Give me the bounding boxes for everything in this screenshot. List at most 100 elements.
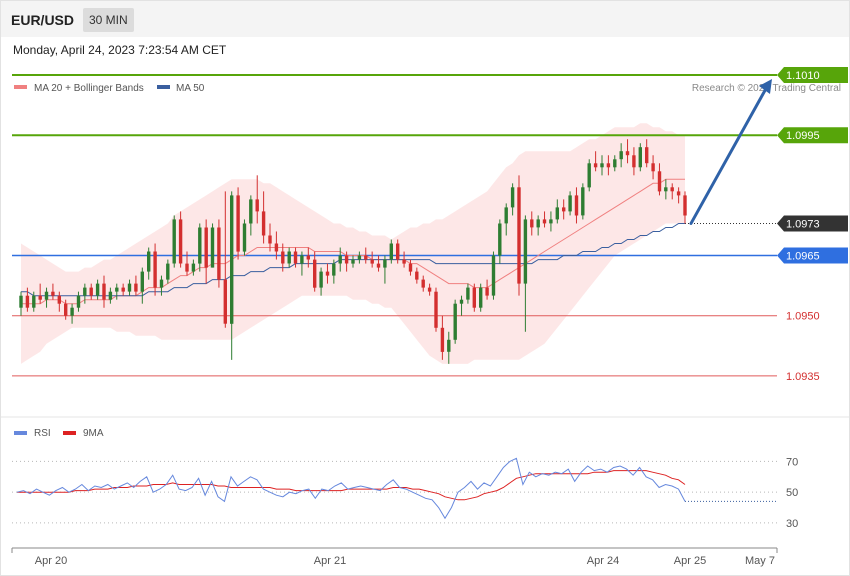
candle-body [338,255,342,264]
candle-body [198,227,202,264]
candle-body [64,303,68,316]
candle-body [57,295,61,304]
candle-body [236,195,240,252]
ma20-legend-swatch [14,85,27,89]
candle-body [638,147,642,168]
level-label-1.0965: 1.0965 [786,251,820,263]
candle-body [536,219,540,228]
candle-body [185,263,189,272]
candle-body [178,219,183,264]
candle-body [108,291,113,300]
rsi-panel: 70 50 30 [12,456,798,530]
x-axis: Apr 20 Apr 21 Apr 24 Apr 25 May 7 [11,547,778,567]
candle-body [172,219,176,264]
candle-body [376,263,381,268]
rsi-ma-legend-swatch [63,431,76,435]
rsi-tick-50: 50 [786,487,798,499]
candle-body [606,163,611,168]
candle-body [651,163,655,172]
candle-body [44,291,49,300]
candle-body [300,255,304,264]
candle-body [555,207,559,220]
candle-body [574,195,579,216]
ma50-legend-label: MA 50 [176,83,205,94]
candle-body [313,259,317,288]
candle-body [396,243,400,260]
candle-body [364,255,368,260]
candle-body [389,243,393,260]
candle-body [51,291,55,296]
candle-body [357,255,362,260]
candle-body [459,299,464,304]
candle-body [600,163,604,168]
candle-body [625,151,630,156]
candle-body [542,219,547,224]
candle-body [427,287,432,292]
candle-body [530,219,534,228]
price-levels [12,74,777,377]
candle-body [261,211,266,236]
candle-body [472,287,476,308]
candle-body [319,271,323,288]
candle-body [351,259,355,264]
candle-body [344,255,349,264]
candle-body [83,287,87,296]
candle-body [70,307,74,316]
candle-body [147,251,151,272]
timeframe-badge[interactable]: 30 MIN [83,8,134,32]
rsi-legend-swatch [14,431,27,435]
candle-body [657,171,662,192]
rsi-legend-label: RSI [34,428,51,439]
candle-body [370,259,374,264]
level-labels: 1.1010 1.0995 1.0973 1.0965 1.0950 1.0935 [777,67,848,383]
candle-body [421,279,425,288]
candlesticks [19,139,687,364]
candle-body [76,295,81,308]
rsi-ma-legend-label: 9MA [83,428,104,439]
candle-body [121,287,125,292]
rsi-tick-70: 70 [786,456,798,468]
projection-arrow [689,79,772,225]
candle-body [217,227,221,280]
candle-body [479,287,483,308]
x-tick-label: Apr 20 [35,555,67,567]
level-label-1.0973: 1.0973 [786,218,820,230]
candle-body [408,263,413,272]
level-tag-1.1010 [777,67,848,84]
ma20-legend-label: MA 20 + Bollinger Bands [34,83,144,94]
candle-body [166,263,170,280]
x-tick-label: Apr 25 [674,555,706,567]
rsi-line [16,457,686,520]
candle-body [517,187,521,284]
candle-body [466,287,470,300]
candle-body [210,227,215,268]
candle-body [593,163,598,168]
candle-body [568,195,572,212]
candle-body [249,199,253,224]
candle-body [115,287,119,292]
candle-body [402,259,406,264]
candle-body [255,199,259,212]
candle-body [453,303,457,340]
level-label-1.1010: 1.1010 [786,70,820,82]
candle-body [683,195,687,216]
chart-header: EUR/USD 30 MIN [1,1,849,37]
candle-body [434,291,438,328]
candle-body [134,283,138,292]
candle-body [102,283,106,300]
candle-body [25,295,30,308]
candle-body [504,207,508,224]
candle-body [523,219,528,284]
candle-body [242,223,247,252]
candle-body [153,251,157,288]
candle-body [223,279,227,324]
candle-body [440,327,445,352]
rsi-tick-30: 30 [786,518,798,530]
candle-body [619,151,623,160]
candle-body [498,223,502,256]
candle-body [562,207,566,212]
level-label-1.0935: 1.0935 [786,371,820,383]
candle-body [274,243,279,252]
